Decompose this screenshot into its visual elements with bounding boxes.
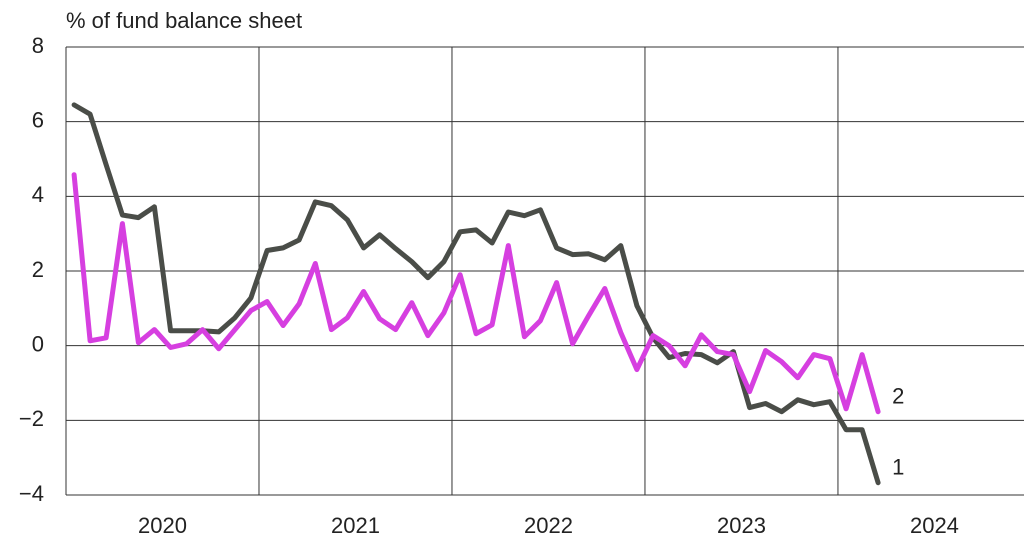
x-tick-label: 2024 (910, 513, 959, 538)
series-line (71, 172, 881, 415)
y-tick-label: 8 (32, 33, 44, 58)
x-tick-label: 2021 (331, 513, 380, 538)
y-tick-label: 0 (32, 331, 44, 356)
y-tick-label: 6 (32, 107, 44, 132)
x-tick-label: 2020 (138, 513, 187, 538)
y-tick-label: −2 (19, 406, 44, 431)
x-tick-label: 2022 (524, 513, 573, 538)
series-line (71, 102, 881, 486)
series-label: 1 (892, 454, 904, 479)
y-axis-label: % of fund balance sheet (66, 8, 302, 33)
series-label: 2 (892, 384, 904, 409)
y-tick-label: 2 (32, 257, 44, 282)
y-tick-label: −4 (19, 481, 44, 506)
x-tick-label: 2023 (717, 513, 766, 538)
y-tick-label: 4 (32, 182, 44, 207)
